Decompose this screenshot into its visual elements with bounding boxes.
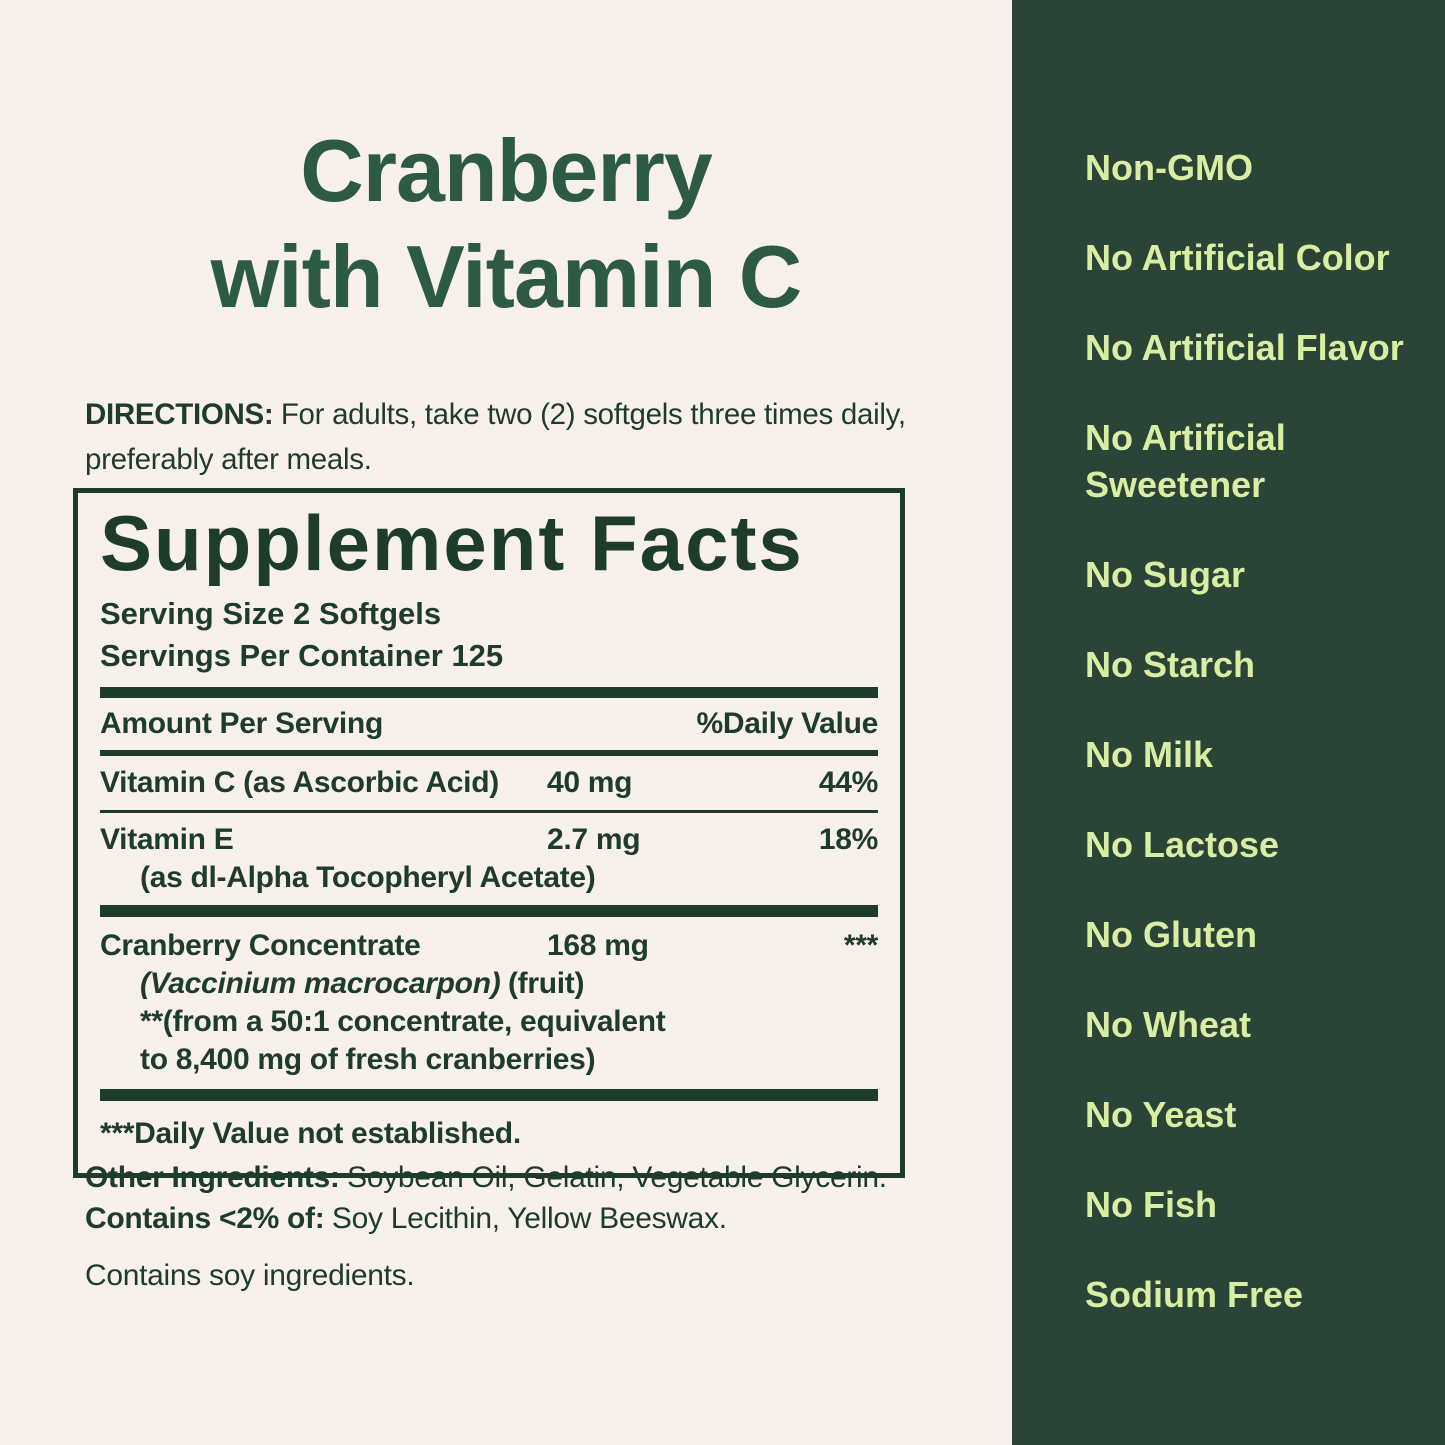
facts-column-headers: Amount Per Serving %Daily Value xyxy=(100,698,878,750)
nutrient-daily-value: 18% xyxy=(818,823,878,856)
product-title-line2: with Vitamin C xyxy=(210,227,803,326)
other-ingredients-section: Other Ingredients: Soybean Oil, Gelatin, … xyxy=(85,1157,1005,1296)
nutrient-name: Vitamin C (as Ascorbic Acid) xyxy=(100,766,499,799)
other-ingredients-line: Other Ingredients: Soybean Oil, Gelatin, … xyxy=(85,1157,1005,1198)
nutrient-detail-line2: **(from a 50:1 concentrate, equivalent xyxy=(140,1005,666,1038)
claim-no-yeast: No Yeast xyxy=(1085,1094,1237,1135)
claim-no-artificial-sweetener: No Artificial Sweetener xyxy=(1085,417,1286,505)
nutrient-detail-line3: to 8,400 mg of fresh cranberries) xyxy=(140,1043,596,1076)
allergen-statement: Contains soy ingredients. xyxy=(85,1259,415,1292)
claims-sidebar: Non-GMO No Artificial Color No Artificia… xyxy=(1012,0,1445,1445)
other-ingredients-label: Other Ingredients: xyxy=(85,1161,340,1194)
contains-line: Contains <2% of: Soy Lecithin, Yellow Bee… xyxy=(85,1198,1005,1239)
servings-per-container: Servings Per Container 125 xyxy=(100,638,504,673)
nutrient-amount: 2.7 mg xyxy=(547,823,641,856)
directions-label: DIRECTIONS: xyxy=(85,398,274,431)
divider-heavy xyxy=(100,905,878,917)
divider-thick xyxy=(100,687,878,698)
claim-no-starch: No Starch xyxy=(1085,644,1256,685)
directions-body: For adults, take two (2) softgels three … xyxy=(85,398,906,476)
claim-sodium-free: Sodium Free xyxy=(1085,1274,1304,1315)
nutrient-row-cranberry: Cranberry Concentrate 168 mg *** (Vaccin… xyxy=(100,917,878,1089)
product-title-line1: Cranberry xyxy=(300,121,713,220)
claim-no-milk: No Milk xyxy=(1085,734,1214,775)
claim-no-artificial-color: No Artificial Color xyxy=(1085,237,1390,278)
divider-medium xyxy=(100,750,878,756)
contains-text: Soy Lecithin, Yellow Beeswax. xyxy=(331,1202,727,1235)
page-title: Cranberry with Vitamin C xyxy=(0,118,1012,330)
nutrient-amount: 168 mg xyxy=(547,929,649,962)
nutrient-name: Vitamin E xyxy=(100,823,234,856)
nutrient-amount: 40 mg xyxy=(547,766,633,799)
divider-heavy xyxy=(100,1089,878,1101)
divider-hairline xyxy=(100,810,878,813)
nutrient-daily-value: *** xyxy=(843,929,878,962)
supplement-facts-panel: Supplement Facts Serving Size 2 Softgels… xyxy=(73,488,905,1178)
nutrient-row-vitamin-c: Vitamin C (as Ascorbic Acid) 40 mg 44% xyxy=(100,756,878,810)
claim-no-wheat: No Wheat xyxy=(1085,1004,1251,1045)
serving-info: Serving Size 2 Softgels Servings Per Con… xyxy=(100,593,878,677)
claim-no-artificial-flavor: No Artificial Flavor xyxy=(1085,327,1404,368)
claim-no-lactose: No Lactose xyxy=(1085,824,1280,865)
contains-label: Contains <2% of: xyxy=(85,1202,325,1235)
nutrient-latin-name: (Vaccinium macrocarpon) (fruit) xyxy=(140,967,585,1000)
nutrient-daily-value: 44% xyxy=(818,766,878,799)
claim-no-gluten: No Gluten xyxy=(1085,914,1257,955)
daily-value-footnote: ***Daily Value not established. xyxy=(100,1117,521,1150)
nutrient-detail: (as dl-Alpha Tocopheryl Acetate) xyxy=(140,861,596,894)
claim-no-fish: No Fish xyxy=(1085,1184,1217,1225)
nutrient-name: Cranberry Concentrate xyxy=(100,929,421,962)
claim-no-sugar: No Sugar xyxy=(1085,554,1246,595)
nutrient-row-vitamin-e: Vitamin E 2.7 mg 18% (as dl-Alpha Tocoph… xyxy=(100,813,878,905)
amount-per-serving-header: Amount Per Serving xyxy=(100,707,383,740)
claim-non-gmo: Non-GMO xyxy=(1085,147,1253,188)
serving-size: Serving Size 2 Softgels xyxy=(100,596,442,631)
directions-text: DIRECTIONS: For adults, take two (2) soft… xyxy=(85,392,947,482)
supplement-facts-title: Supplement Facts xyxy=(100,499,804,587)
daily-value-header: %Daily Value xyxy=(696,707,879,740)
other-ingredients-text: Soybean Oil, Gelatin, Vegetable Glycerin… xyxy=(347,1161,887,1194)
